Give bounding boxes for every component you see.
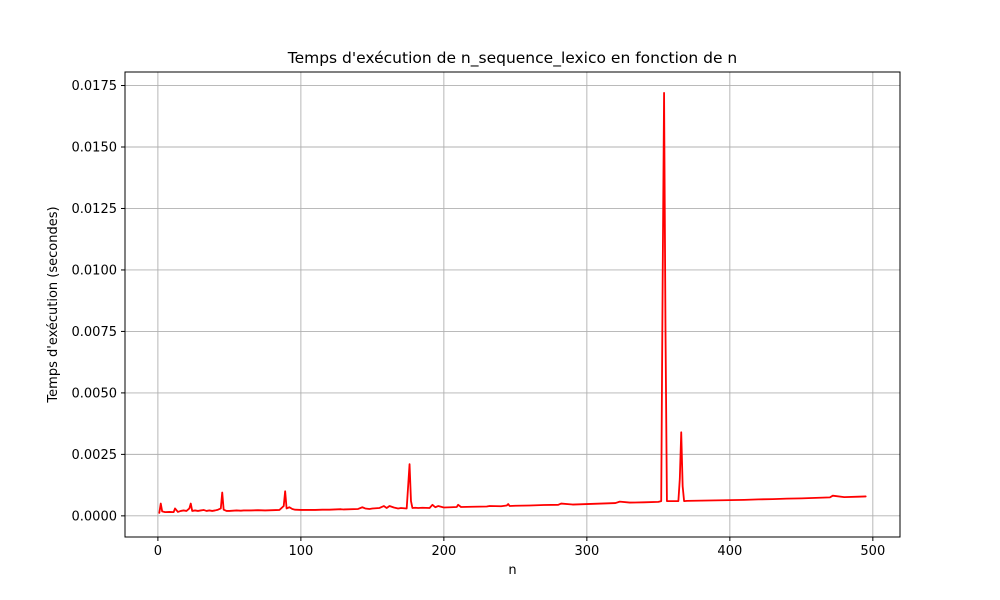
x-tick-label: 400 xyxy=(717,544,742,559)
y-tick-label: 0.0075 xyxy=(72,325,118,340)
x-tick-label: 300 xyxy=(574,544,599,559)
y-tick-label: 0.0100 xyxy=(72,263,118,278)
y-tick-label: 0.0150 xyxy=(72,141,118,156)
x-tick-label: 200 xyxy=(431,544,456,559)
y-tick-label: 0.0000 xyxy=(72,509,118,524)
y-tick-label: 0.0025 xyxy=(72,448,118,463)
y-tick-label: 0.0125 xyxy=(72,202,118,217)
y-tick-label: 0.0175 xyxy=(72,79,118,94)
plot-frame xyxy=(124,71,901,538)
chart-title: Temps d'exécution de n_sequence_lexico e… xyxy=(287,49,738,68)
grid xyxy=(125,72,900,537)
x-tick-label: 100 xyxy=(288,544,313,559)
series-layer xyxy=(158,92,867,514)
y-tick-label: 0.0050 xyxy=(72,386,118,401)
x-tick-label: 0 xyxy=(154,544,162,559)
x-tick-label: 500 xyxy=(860,544,885,559)
x-axis-label: n xyxy=(508,563,516,578)
series-line xyxy=(158,92,867,514)
ticks: 0 100 200 300 400 500 0.0000 0.0025 0.0050 0.0075… xyxy=(72,79,886,559)
y-axis-label: Temps d'exécution (secondes) xyxy=(46,206,61,403)
